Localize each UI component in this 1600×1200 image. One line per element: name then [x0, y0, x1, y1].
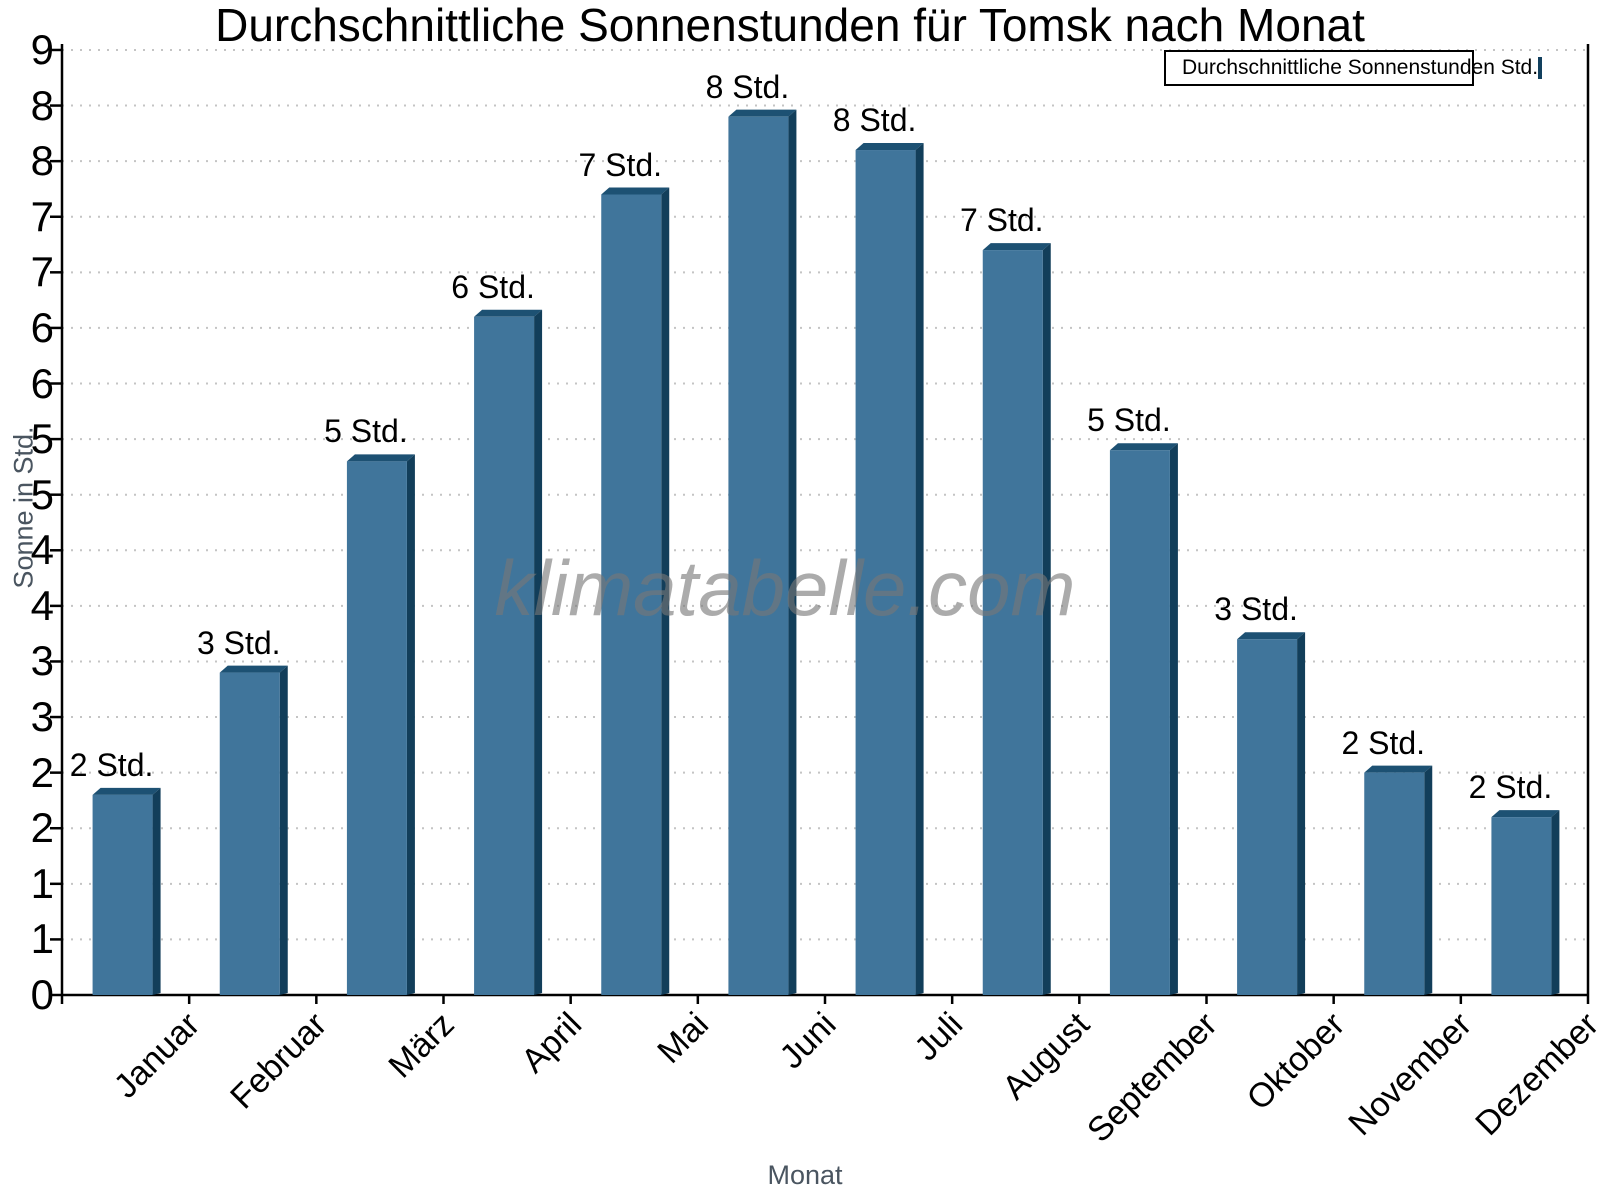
bar-top-face	[474, 309, 543, 317]
bar	[346, 461, 407, 995]
bar-side-face	[1297, 632, 1306, 995]
bar-side-face	[788, 109, 797, 996]
y-tick-label: 2	[30, 748, 54, 796]
y-tick-label: 1	[30, 915, 54, 963]
y-tick-label: 3	[30, 693, 54, 741]
bar	[1491, 817, 1552, 995]
bar-top-face	[219, 665, 288, 673]
bar-value-label: 7 Std.	[578, 146, 663, 183]
bar-top-face	[1237, 632, 1306, 640]
y-tick-label: 6	[30, 359, 54, 407]
bar-value-label: 5 Std.	[1087, 402, 1171, 439]
bar	[601, 194, 662, 995]
bar-side-face	[279, 665, 288, 995]
bar	[92, 794, 153, 995]
bar-top-face	[601, 187, 670, 195]
bar-value-label: 3 Std.	[1214, 591, 1298, 628]
watermark: klimatabelle.com	[494, 544, 1076, 632]
y-tick-label: 0	[30, 971, 54, 1018]
legend-swatch-icon	[1538, 57, 1543, 79]
bar-top-face	[728, 109, 797, 117]
bar	[728, 116, 789, 996]
y-tick-label: 2	[30, 804, 54, 852]
y-tick-label: 4	[30, 581, 54, 629]
bar	[219, 672, 280, 995]
bar	[1109, 450, 1170, 995]
bar-side-face	[1424, 765, 1433, 995]
y-tick-label: 4	[30, 526, 54, 574]
bar	[474, 316, 535, 995]
bar-value-label: 8 Std.	[705, 68, 790, 105]
bar-top-face	[346, 454, 415, 462]
legend: Durchschnittliche Sonnenstunden Std.	[1164, 50, 1543, 86]
bar	[855, 150, 916, 996]
bar-value-label: 3 Std.	[196, 624, 281, 661]
legend-label: Durchschnittliche Sonnenstunden Std.	[1182, 56, 1539, 79]
bar-value-label: 6 Std.	[451, 268, 535, 305]
bar-side-face	[1551, 810, 1560, 995]
bar-top-face	[1109, 443, 1178, 451]
bar	[1237, 639, 1298, 995]
bar-side-face	[1042, 243, 1051, 995]
y-tick-label: 3	[30, 637, 54, 685]
y-tick-label: 9	[30, 25, 54, 73]
bar-side-face	[406, 454, 415, 995]
chart-title: Durchschnittliche Sonnenstunden für Toms…	[215, 0, 1365, 51]
bar-top-face	[92, 787, 161, 795]
bar-top-face	[855, 143, 924, 151]
bar-side-face	[915, 143, 924, 996]
bar-top-face	[1364, 765, 1433, 773]
bar-value-label: 5 Std.	[324, 413, 408, 450]
bar-value-label: 7 Std.	[959, 202, 1044, 239]
bar	[982, 250, 1043, 995]
bar-top-face	[1491, 810, 1560, 818]
bar-value-label: 2 Std.	[69, 746, 154, 783]
y-tick-label: 8	[30, 81, 54, 129]
bar-value-label: 2 Std.	[1341, 724, 1426, 761]
y-tick-label: 7	[30, 248, 54, 296]
y-tick-label: 5	[30, 470, 54, 518]
y-tick-label: 6	[30, 303, 54, 351]
bar	[1364, 772, 1425, 995]
bar-value-label: 2 Std.	[1468, 769, 1553, 806]
y-tick-label: 7	[30, 192, 54, 240]
bar-top-face	[982, 243, 1051, 251]
y-tick-label: 5	[30, 415, 54, 463]
bar-side-face	[534, 309, 543, 995]
bar-side-face	[1169, 443, 1178, 995]
bar-side-face	[661, 187, 670, 995]
y-tick-label: 8	[30, 137, 54, 185]
y-tick-label: 1	[30, 859, 54, 907]
x-axis-title: Monat	[767, 1160, 843, 1190]
bar-value-label: 8 Std.	[832, 102, 917, 139]
bar-side-face	[152, 787, 161, 995]
